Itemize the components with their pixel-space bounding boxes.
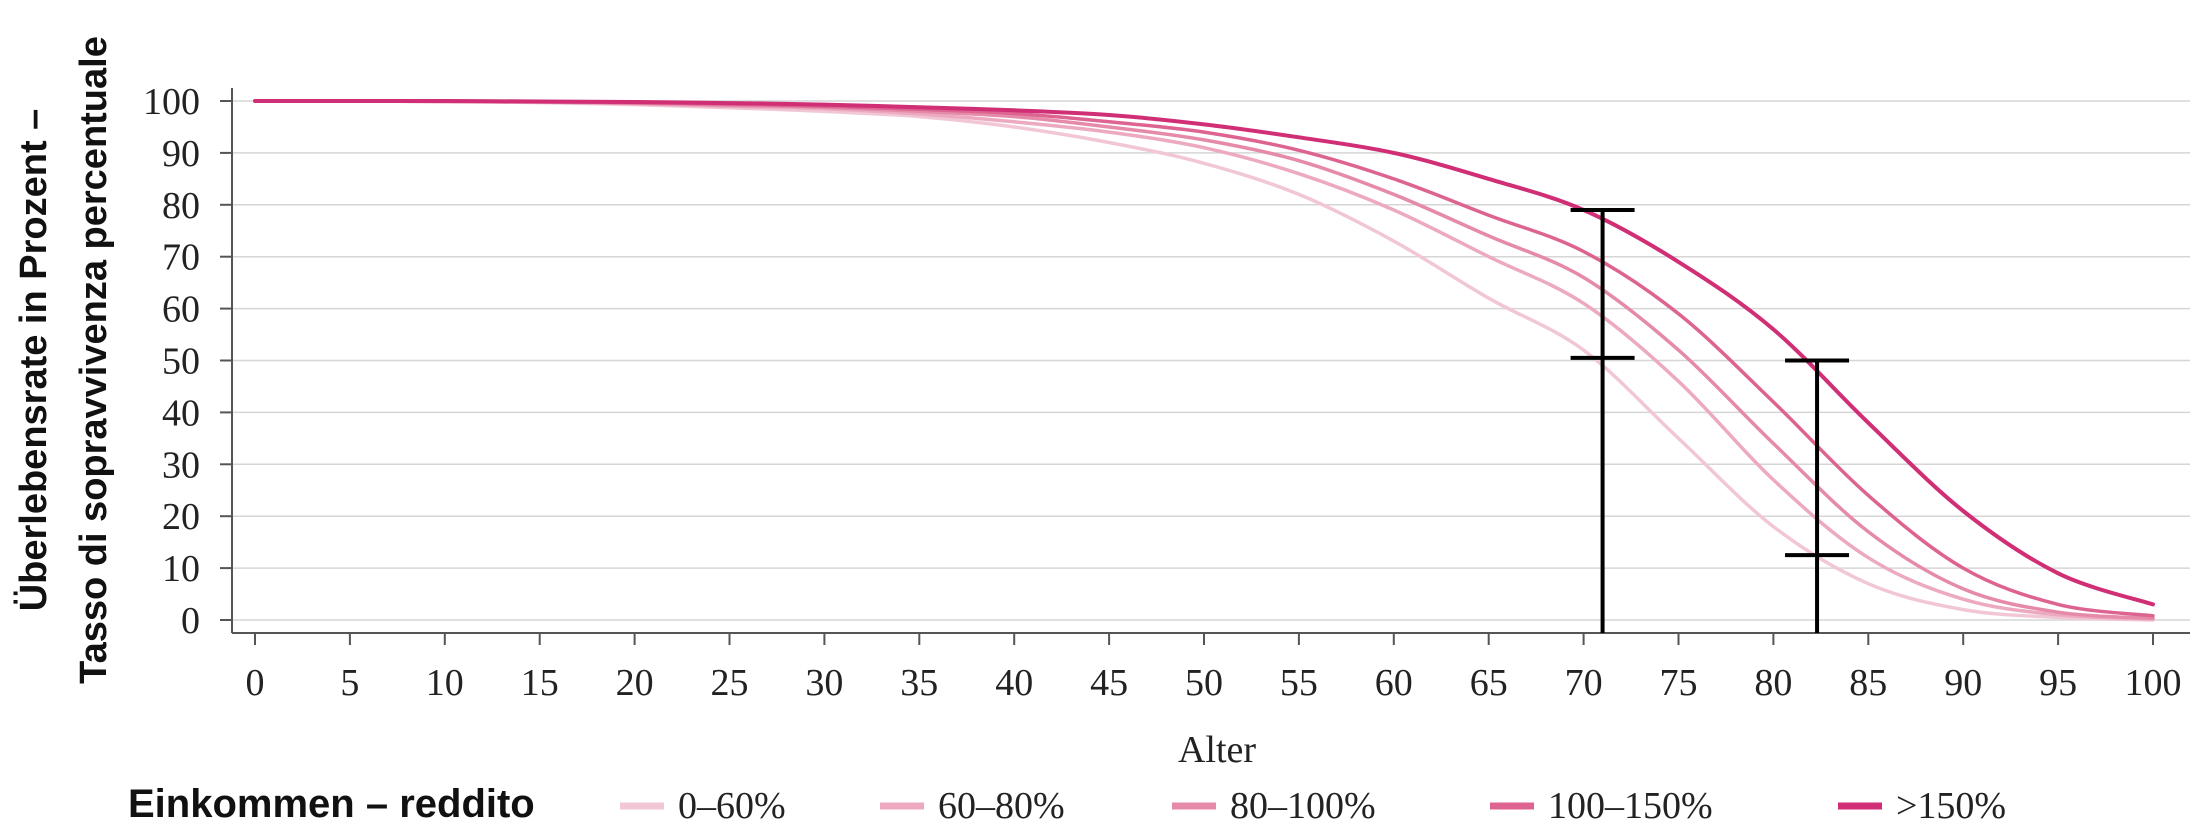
x-tick-label: 75	[1660, 662, 1698, 704]
y-tick-label: 60	[162, 289, 200, 331]
legend-label-0: 0–60%	[678, 785, 786, 824]
x-tick-label: 90	[1944, 662, 1982, 704]
legend-label-2: 80–100%	[1230, 785, 1376, 824]
x-tick-label: 100	[2125, 662, 2182, 704]
x-tick-label: 0	[246, 662, 265, 704]
x-tick-label: 40	[995, 662, 1033, 704]
x-tick-label: 15	[521, 662, 559, 704]
x-tick-label: 85	[1849, 662, 1887, 704]
y-tick-label: 10	[162, 548, 200, 590]
x-tick-label: 55	[1280, 662, 1318, 704]
series-line-4	[253, 98, 2155, 607]
x-tick-label: 10	[426, 662, 464, 704]
series-line-3	[253, 99, 2155, 618]
series-line-2	[253, 99, 2155, 621]
x-tick-label: 65	[1470, 662, 1508, 704]
y-axis-label-line2: Tasso di sopravvivenza percentuale	[73, 36, 115, 684]
x-tick-label: 50	[1185, 662, 1223, 704]
x-tick-label: 35	[900, 662, 938, 704]
y-ticks: 0 10 20 30 40 50 60 70 80 90 100	[143, 81, 232, 642]
x-tick-label: 45	[1090, 662, 1128, 704]
gridlines	[232, 100, 2190, 621]
range-markers	[1570, 207, 1850, 633]
x-tick-label: 25	[711, 662, 749, 704]
y-axis-label-line1: Überlebensrate in Prozent –	[12, 109, 55, 612]
y-tick-label: 0	[181, 600, 200, 642]
x-tick-label: 30	[805, 662, 843, 704]
legend-title: Einkommen – reddito	[128, 782, 535, 824]
y-tick-label: 100	[143, 81, 200, 123]
x-tick-label: 70	[1565, 662, 1603, 704]
legend: Einkommen – reddito 0–60% 60–80% 80–100% 10…	[128, 782, 2006, 824]
x-tick-label: 20	[616, 662, 654, 704]
y-tick-label: 50	[162, 341, 200, 383]
y-tick-label: 90	[162, 133, 200, 175]
series-lines	[253, 98, 2155, 622]
x-axis-label: Alter	[1178, 729, 1256, 771]
y-tick-label: 40	[162, 392, 200, 434]
legend-label-3: 100–150%	[1548, 785, 1713, 824]
y-tick-label: 20	[162, 496, 200, 538]
y-tick-label: 30	[162, 444, 200, 486]
legend-label-1: 60–80%	[938, 785, 1065, 824]
y-tick-label: 70	[162, 237, 200, 279]
y-tick-label: 80	[162, 185, 200, 227]
x-tick-label: 80	[1754, 662, 1792, 704]
x-tick-label: 5	[340, 662, 359, 704]
x-ticks: 0 5 10 15 20 25 30 35 40 45 50 55 60 65 70 75 80 85 90 95 10…	[246, 633, 2182, 704]
legend-label-4: >150%	[1896, 785, 2006, 824]
x-tick-label: 60	[1375, 662, 1413, 704]
x-tick-label: 95	[2039, 662, 2077, 704]
